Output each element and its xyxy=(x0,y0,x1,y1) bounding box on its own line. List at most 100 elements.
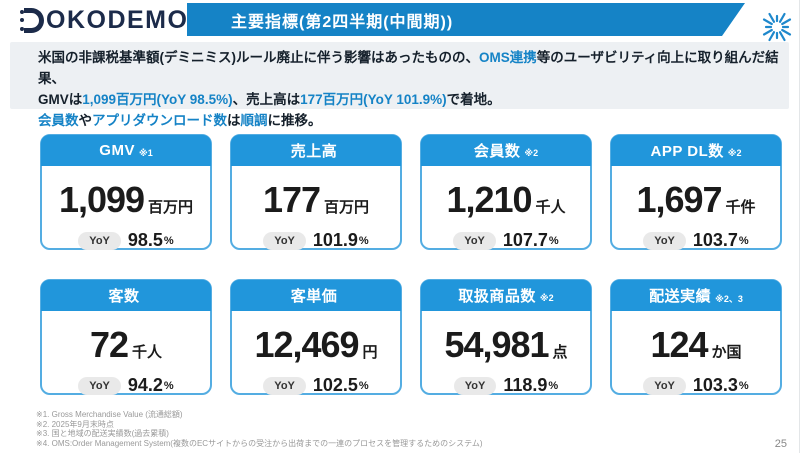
yoy-value: 103.7 xyxy=(692,230,738,250)
summary-highlight: 会員数 xyxy=(38,113,79,128)
yoy-label-pill: YoY xyxy=(453,376,497,395)
metric-unit: 千人 xyxy=(535,199,566,216)
metric-value: 1,099 xyxy=(58,179,145,220)
metric-unit: 百万円 xyxy=(148,199,194,216)
metric-card-sales: 売上高 177 百万円 YoY 101.9% xyxy=(230,134,402,250)
metric-card-gmv: GMV ※1 1,099 百万円 YoY 98.5% xyxy=(40,134,212,250)
yoy-label-pill: YoY xyxy=(453,231,496,250)
metric-footnote-ref: ※2 xyxy=(524,147,539,158)
footnotes: ※1. Gross Merchandise Value (流通総額) ※2. 2… xyxy=(36,410,483,448)
metric-value-row: 1,099 百万円 xyxy=(42,179,210,221)
metric-yoy-row: YoY 103.3% xyxy=(612,375,780,396)
metric-value-row: 1,697 千件 xyxy=(612,179,780,221)
metric-title: 客単価 xyxy=(290,288,338,305)
metric-unit: 点 xyxy=(552,344,568,361)
metric-value: 12,469 xyxy=(254,324,359,365)
yoy-value: 107.7 xyxy=(502,230,548,250)
slide-title: 主要指標(第2四半期(中間期)) xyxy=(231,13,454,31)
metric-yoy-row: YoY 101.9% xyxy=(232,230,400,251)
metric-title: 会員数 xyxy=(473,143,521,160)
metric-value-row: 54,981 点 xyxy=(422,324,590,366)
metric-yoy-row: YoY 118.9% xyxy=(422,375,590,396)
metric-card-header: 取扱商品数 ※2 xyxy=(421,280,591,311)
metric-value-row: 124 か国 xyxy=(612,324,780,366)
metric-title: 配送実績 xyxy=(649,288,712,305)
summary-highlight: 1,099百万円(YoY 98.5%) xyxy=(82,92,233,107)
metric-title: APP DL数 xyxy=(650,143,724,160)
summary-text: 等のユーザビリティ向上に取り組んだ結果、 xyxy=(38,50,779,86)
metric-unit: 百万円 xyxy=(324,199,370,216)
metric-card-header: 客数 xyxy=(41,280,211,311)
percent-sign: % xyxy=(738,234,749,247)
summary-box: 米国の非課税基準額(デミニミス)ルール廃止に伴う影響はあったものの、OMS連携等… xyxy=(10,42,789,128)
metric-card-app-downloads: APP DL数 ※2 1,697 千件 YoY 103.7% xyxy=(610,134,782,250)
summary-line-3: 会員数やアプリダウンロード数は順調に推移。 xyxy=(38,110,789,131)
metric-yoy-row: YoY 102.5% xyxy=(232,375,400,396)
metric-card-customers: 客数 72 千人 YoY 94.2% xyxy=(40,279,212,395)
summary-text: 米国の非課税基準額(デミニミス)ルール廃止に伴う影響はあったものの、 xyxy=(38,50,479,65)
metric-yoy-row: YoY 107.7% xyxy=(422,230,590,251)
metric-yoy-row: YoY 103.7% xyxy=(612,230,780,251)
metric-card-header: GMV ※1 xyxy=(41,135,211,166)
logo-d-mark-icon xyxy=(20,7,44,33)
metric-card-avg-spend: 客単価 12,469 円 YoY 102.5% xyxy=(230,279,402,395)
footnote-2: ※2. 2025年9月末時点 xyxy=(36,419,114,429)
metric-card-header: 売上高 xyxy=(231,135,401,166)
footnote-1: ※1. Gross Merchandise Value (流通総額) xyxy=(36,410,183,419)
metric-value-row: 72 千人 xyxy=(42,324,210,366)
yoy-label-pill: YoY xyxy=(78,376,121,395)
metric-value-row: 1,210 千人 xyxy=(422,179,590,221)
footnote-4: ※4. OMS:Order Management System(複数のECサイト… xyxy=(36,438,483,448)
yoy-label-pill: YoY xyxy=(78,231,121,250)
metric-card-header: APP DL数 ※2 xyxy=(611,135,781,166)
metric-title: GMV xyxy=(99,142,135,159)
page-number: 25 xyxy=(774,438,787,450)
yoy-value: 101.9 xyxy=(312,230,358,250)
yoy-label-pill: YoY xyxy=(263,376,306,395)
yoy-value: 102.5 xyxy=(312,375,358,395)
metric-card-shipping: 配送実績 ※2、3 124 か国 YoY 103.3% xyxy=(610,279,782,395)
slide-title-banner: 主要指標(第2四半期(中間期)) xyxy=(187,3,745,36)
yoy-value: 118.9 xyxy=(503,375,548,395)
metric-yoy-row: YoY 94.2% xyxy=(42,375,210,396)
metric-unit: 円 xyxy=(362,344,378,361)
summary-highlight: 177百万円(YoY 101.9%) xyxy=(300,92,447,107)
metric-footnote-ref: ※2、3 xyxy=(715,293,743,304)
summary-text: は xyxy=(227,113,241,128)
percent-sign: % xyxy=(163,379,174,392)
summary-highlight: 順調 xyxy=(240,113,268,128)
metric-unit: 千件 xyxy=(725,199,756,216)
dokodemo-logo: OKODEMO xyxy=(20,5,188,35)
metric-value: 1,697 xyxy=(636,179,722,220)
yoy-label-pill: YoY xyxy=(643,231,686,250)
percent-sign: % xyxy=(358,234,369,247)
metric-card-products: 取扱商品数 ※2 54,981 点 YoY 118.9% xyxy=(420,279,592,395)
metric-card-header: 会員数 ※2 xyxy=(421,135,591,166)
metric-title: 売上高 xyxy=(290,143,338,160)
metric-card-members: 会員数 ※2 1,210 千人 YoY 107.7% xyxy=(420,134,592,250)
metric-footnote-ref: ※2 xyxy=(727,147,742,158)
summary-text: 、売上高は xyxy=(232,92,301,107)
metric-footnote-ref: ※1 xyxy=(138,147,153,158)
metric-value: 1,210 xyxy=(446,179,532,220)
percent-sign: % xyxy=(738,379,749,392)
summary-line-1: 米国の非課税基準額(デミニミス)ルール廃止に伴う影響はあったものの、OMS連携等… xyxy=(38,47,789,89)
summary-text: や xyxy=(78,113,93,128)
metric-title: 客数 xyxy=(108,288,140,305)
summary-text: で着地。 xyxy=(446,92,501,107)
percent-sign: % xyxy=(358,379,369,392)
metric-card-header: 客単価 xyxy=(231,280,401,311)
yoy-value: 98.5 xyxy=(127,230,163,250)
percent-sign: % xyxy=(163,234,174,247)
summary-text: GMVは xyxy=(38,92,83,107)
summary-line-2: GMVは1,099百万円(YoY 98.5%)、売上高は177百万円(YoY 1… xyxy=(38,89,789,110)
metric-value-row: 177 百万円 xyxy=(232,179,400,221)
metric-title: 取扱商品数 xyxy=(458,288,536,305)
summary-highlight: アプリダウンロード数 xyxy=(92,113,227,128)
metric-value: 72 xyxy=(89,324,129,365)
metric-card-header: 配送実績 ※2、3 xyxy=(611,280,781,311)
metric-value-row: 12,469 円 xyxy=(232,324,400,366)
summary-highlight: OMS連携 xyxy=(479,50,537,65)
metric-value: 124 xyxy=(650,324,708,365)
metric-unit: か国 xyxy=(711,344,742,361)
